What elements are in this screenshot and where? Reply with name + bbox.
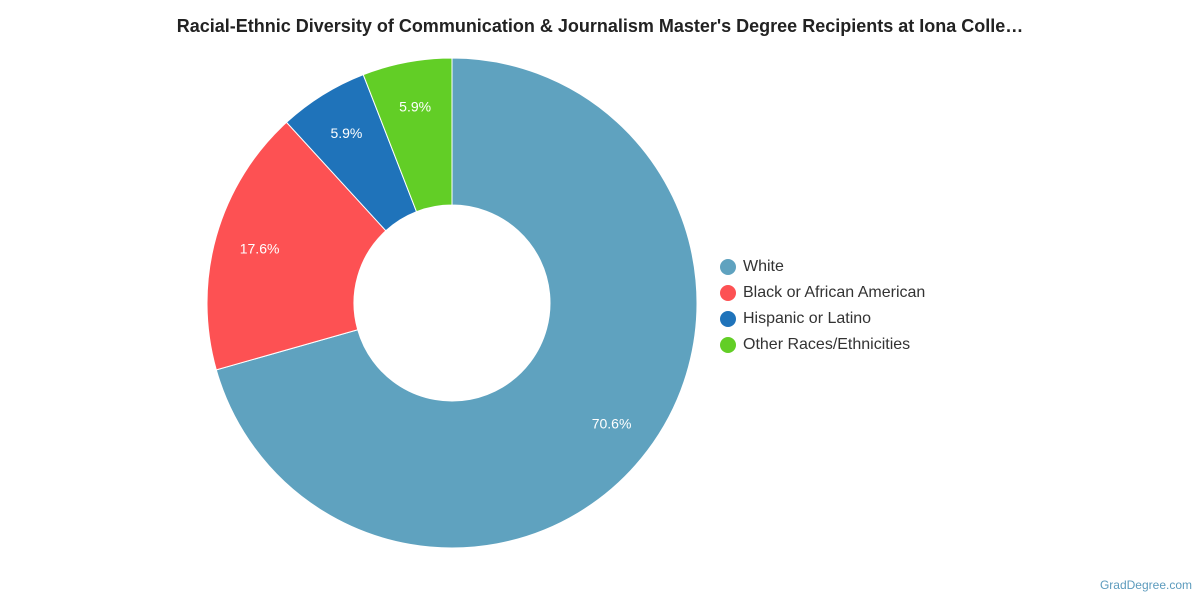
slice-black-or-african-american bbox=[206, 121, 387, 371]
legend-item-black-or-african-american[interactable]: Black or African American bbox=[720, 280, 925, 306]
legend-label: White bbox=[743, 258, 784, 275]
legend-item-hispanic-or-latino[interactable]: Hispanic or Latino bbox=[720, 306, 925, 332]
legend-label: Black or African American bbox=[743, 284, 926, 301]
legend-label: Other Races/Ethnicities bbox=[743, 336, 911, 353]
legend: White Black or African American Hispanic o… bbox=[720, 254, 925, 358]
slice-white bbox=[215, 57, 698, 549]
legend-swatch-icon bbox=[720, 311, 736, 327]
legend-item-white[interactable]: White bbox=[720, 254, 925, 280]
slice-label-hispanic-or-latino: 5.9% bbox=[330, 125, 362, 141]
slice-label-other-races-ethnicities: 5.9% bbox=[399, 98, 431, 114]
slice-other-races-ethnicities bbox=[362, 57, 453, 213]
chart-title: Racial-Ethnic Diversity of Communication… bbox=[176, 16, 1024, 36]
legend-swatch-icon bbox=[720, 285, 736, 301]
legend-item-other-races-ethnicities[interactable]: Other Races/Ethnicities bbox=[720, 332, 925, 358]
legend-label: Hispanic or Latino bbox=[743, 310, 872, 327]
legend-swatch-icon bbox=[720, 259, 736, 275]
credit-text: GradDegree.com bbox=[1099, 578, 1192, 592]
slice-label-white: 70.6% bbox=[592, 416, 632, 432]
slice-label-black-or-african-american: 17.6% bbox=[240, 240, 280, 256]
legend-swatch-icon bbox=[720, 337, 736, 353]
